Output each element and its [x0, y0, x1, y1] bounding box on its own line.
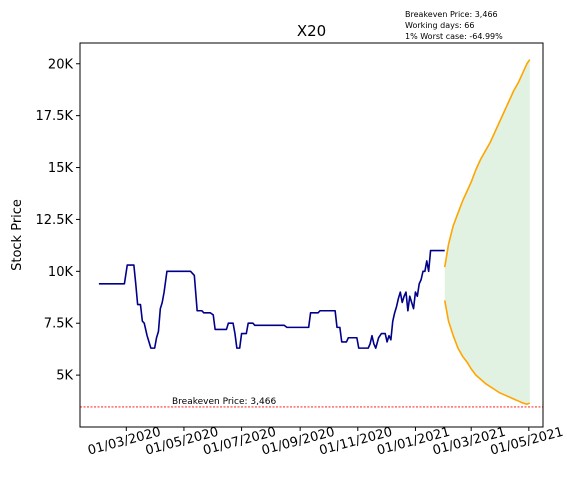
annotation-line: Breakeven Price: 3,466: [405, 10, 498, 19]
projection-band: [444, 59, 530, 405]
y-tick-label: 7.5K: [44, 317, 74, 332]
x-axis-ticks: 01/03/202001/05/202001/07/202001/09/2020…: [86, 425, 565, 459]
chart-title: X20: [297, 22, 326, 40]
y-tick-label: 12.5K: [36, 213, 74, 228]
y-axis-ticks: 5K 7.5K 10K 12.5K 15K 17.5K 20K: [36, 57, 80, 384]
annotation-block: Breakeven Price: 3,466 Working days: 66 1%…: [405, 10, 503, 41]
projection-lower-line: [443, 300, 531, 405]
projection-upper-line: [443, 59, 531, 268]
plot-area: Breakeven Price: 3,466: [80, 59, 543, 408]
y-tick-label: 15K: [48, 161, 74, 176]
y-tick-label: 10K: [48, 265, 74, 280]
axes-frame: [79, 42, 544, 428]
y-tick-label: 5K: [56, 369, 73, 384]
breakeven-label: Breakeven Price: 3,466: [172, 397, 276, 407]
history-line: [98, 249, 445, 349]
y-axis-label: Stock Price: [10, 199, 25, 271]
y-tick-label: 20K: [48, 57, 74, 72]
annotation-line: 1% Worst case: -64.99%: [405, 32, 503, 41]
annotation-line: Working days: 66: [405, 21, 474, 30]
y-tick-label: 17.5K: [36, 109, 74, 124]
